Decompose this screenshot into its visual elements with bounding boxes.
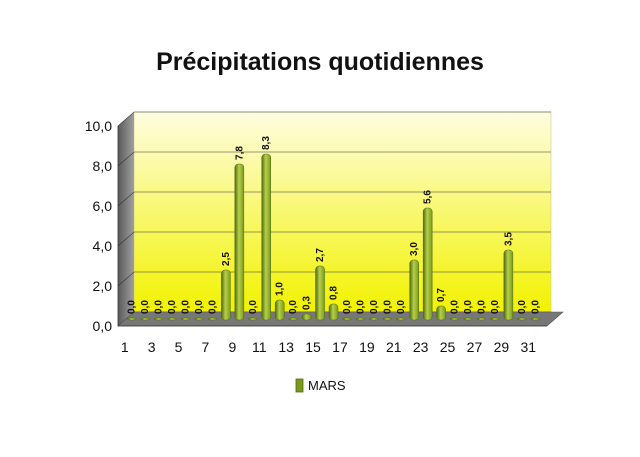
bar <box>221 269 231 321</box>
bar <box>140 317 150 321</box>
bar <box>261 153 271 321</box>
gridline <box>117 231 551 247</box>
bar <box>301 313 312 321</box>
bar <box>248 317 258 321</box>
data-label: 2,7 <box>315 248 326 262</box>
data-label: 0,0 <box>194 300 205 314</box>
bar <box>126 317 137 321</box>
back-wall <box>133 111 552 313</box>
bar <box>288 317 298 321</box>
y-tick-label: 4,0 <box>93 238 113 254</box>
bar <box>315 265 325 321</box>
y-tick-label: 6,0 <box>93 198 113 214</box>
data-label: 0,0 <box>207 300 218 314</box>
bar <box>328 303 339 321</box>
x-tick-label: 5 <box>175 339 183 355</box>
data-label: 0,0 <box>288 300 299 314</box>
data-label: 0,0 <box>140 300 151 314</box>
bar <box>449 317 460 321</box>
x-tick-label: 27 <box>467 339 483 355</box>
x-tick-label: 1 <box>121 339 129 355</box>
bar <box>355 317 366 321</box>
chart-frame: Précipitations quotidiennes 0,0 2,0 4,0 6,0… <box>28 24 612 412</box>
bar <box>530 317 541 321</box>
y-tick-label: 10,0 <box>85 118 112 134</box>
data-label: 8,3 <box>261 136 272 150</box>
x-tick-label: 25 <box>440 339 456 355</box>
bar <box>153 317 164 321</box>
chart: Précipitations quotidiennes 0,0 2,0 4,0 6,0… <box>85 48 564 393</box>
plot-area: 0,02,04,06,08,010,00,0 0,0 0,0 0,0 0,0 0,0 0,0… <box>85 111 564 355</box>
data-label: 5,6 <box>423 190 434 204</box>
data-label: 0,0 <box>167 300 178 314</box>
gridline <box>117 151 551 167</box>
bar <box>517 317 527 321</box>
data-label: 0,0 <box>450 300 461 314</box>
x-tick-label: 19 <box>359 339 375 355</box>
x-tick-label: 31 <box>520 339 536 355</box>
x-tick-label: 23 <box>413 339 429 355</box>
data-label: 0,0 <box>517 300 528 314</box>
legend: MARS <box>295 378 346 393</box>
data-label: 0,0 <box>530 300 541 314</box>
bar <box>234 163 245 321</box>
data-label: 2,5 <box>221 252 232 266</box>
x-tick-label: 29 <box>494 339 510 355</box>
bar <box>422 207 433 321</box>
x-tick-label: 17 <box>332 339 348 355</box>
bar <box>274 299 285 321</box>
data-label: 3,0 <box>409 242 420 256</box>
x-tick-label: 11 <box>252 339 267 355</box>
bar <box>342 317 352 321</box>
data-label: 0,0 <box>154 300 165 314</box>
data-label: 0,0 <box>382 300 393 314</box>
gridline <box>117 191 551 207</box>
y-tick-label: 0,0 <box>93 318 113 334</box>
bar <box>194 317 204 321</box>
legend-swatch <box>295 378 304 393</box>
legend-label: MARS <box>308 378 346 393</box>
data-label: 0,0 <box>476 300 487 314</box>
bar <box>490 317 500 321</box>
x-tick-label: 13 <box>278 339 294 355</box>
bar <box>503 249 514 321</box>
x-tick-label: 15 <box>305 339 321 355</box>
x-tick-label: 9 <box>228 339 236 355</box>
data-label: 0,3 <box>302 296 313 310</box>
x-tick-label: 21 <box>386 339 402 355</box>
bar <box>409 259 419 321</box>
bar <box>463 317 473 321</box>
data-label: 0,0 <box>355 300 366 314</box>
data-label: 7,8 <box>234 146 245 160</box>
bar <box>167 317 177 321</box>
data-label: 0,0 <box>463 300 474 314</box>
side-wall <box>118 112 134 326</box>
data-label: 0,0 <box>248 300 259 314</box>
y-tick-label: 2,0 <box>93 278 113 294</box>
bar <box>436 305 446 321</box>
data-label: 0,8 <box>329 286 340 300</box>
bar <box>382 317 393 321</box>
data-label: 0,0 <box>369 300 380 314</box>
x-tick-label: 7 <box>202 339 210 355</box>
bar <box>180 317 191 321</box>
data-label: 0,7 <box>436 288 447 302</box>
data-label: 1,0 <box>275 282 286 296</box>
data-label: 0,0 <box>490 300 501 314</box>
data-label: 0,0 <box>127 300 138 314</box>
bar <box>207 317 218 321</box>
bar <box>369 317 379 321</box>
chart-title: Précipitations quotidiennes <box>156 48 484 76</box>
data-label: 0,0 <box>342 300 353 314</box>
bar <box>396 317 406 321</box>
data-label: 3,5 <box>503 232 514 246</box>
y-tick-label: 8,0 <box>93 158 113 174</box>
bar <box>476 317 487 321</box>
data-label: 0,0 <box>181 300 192 314</box>
data-label: 0,0 <box>396 300 407 314</box>
gridline <box>117 111 551 127</box>
x-tick-label: 3 <box>148 339 156 355</box>
